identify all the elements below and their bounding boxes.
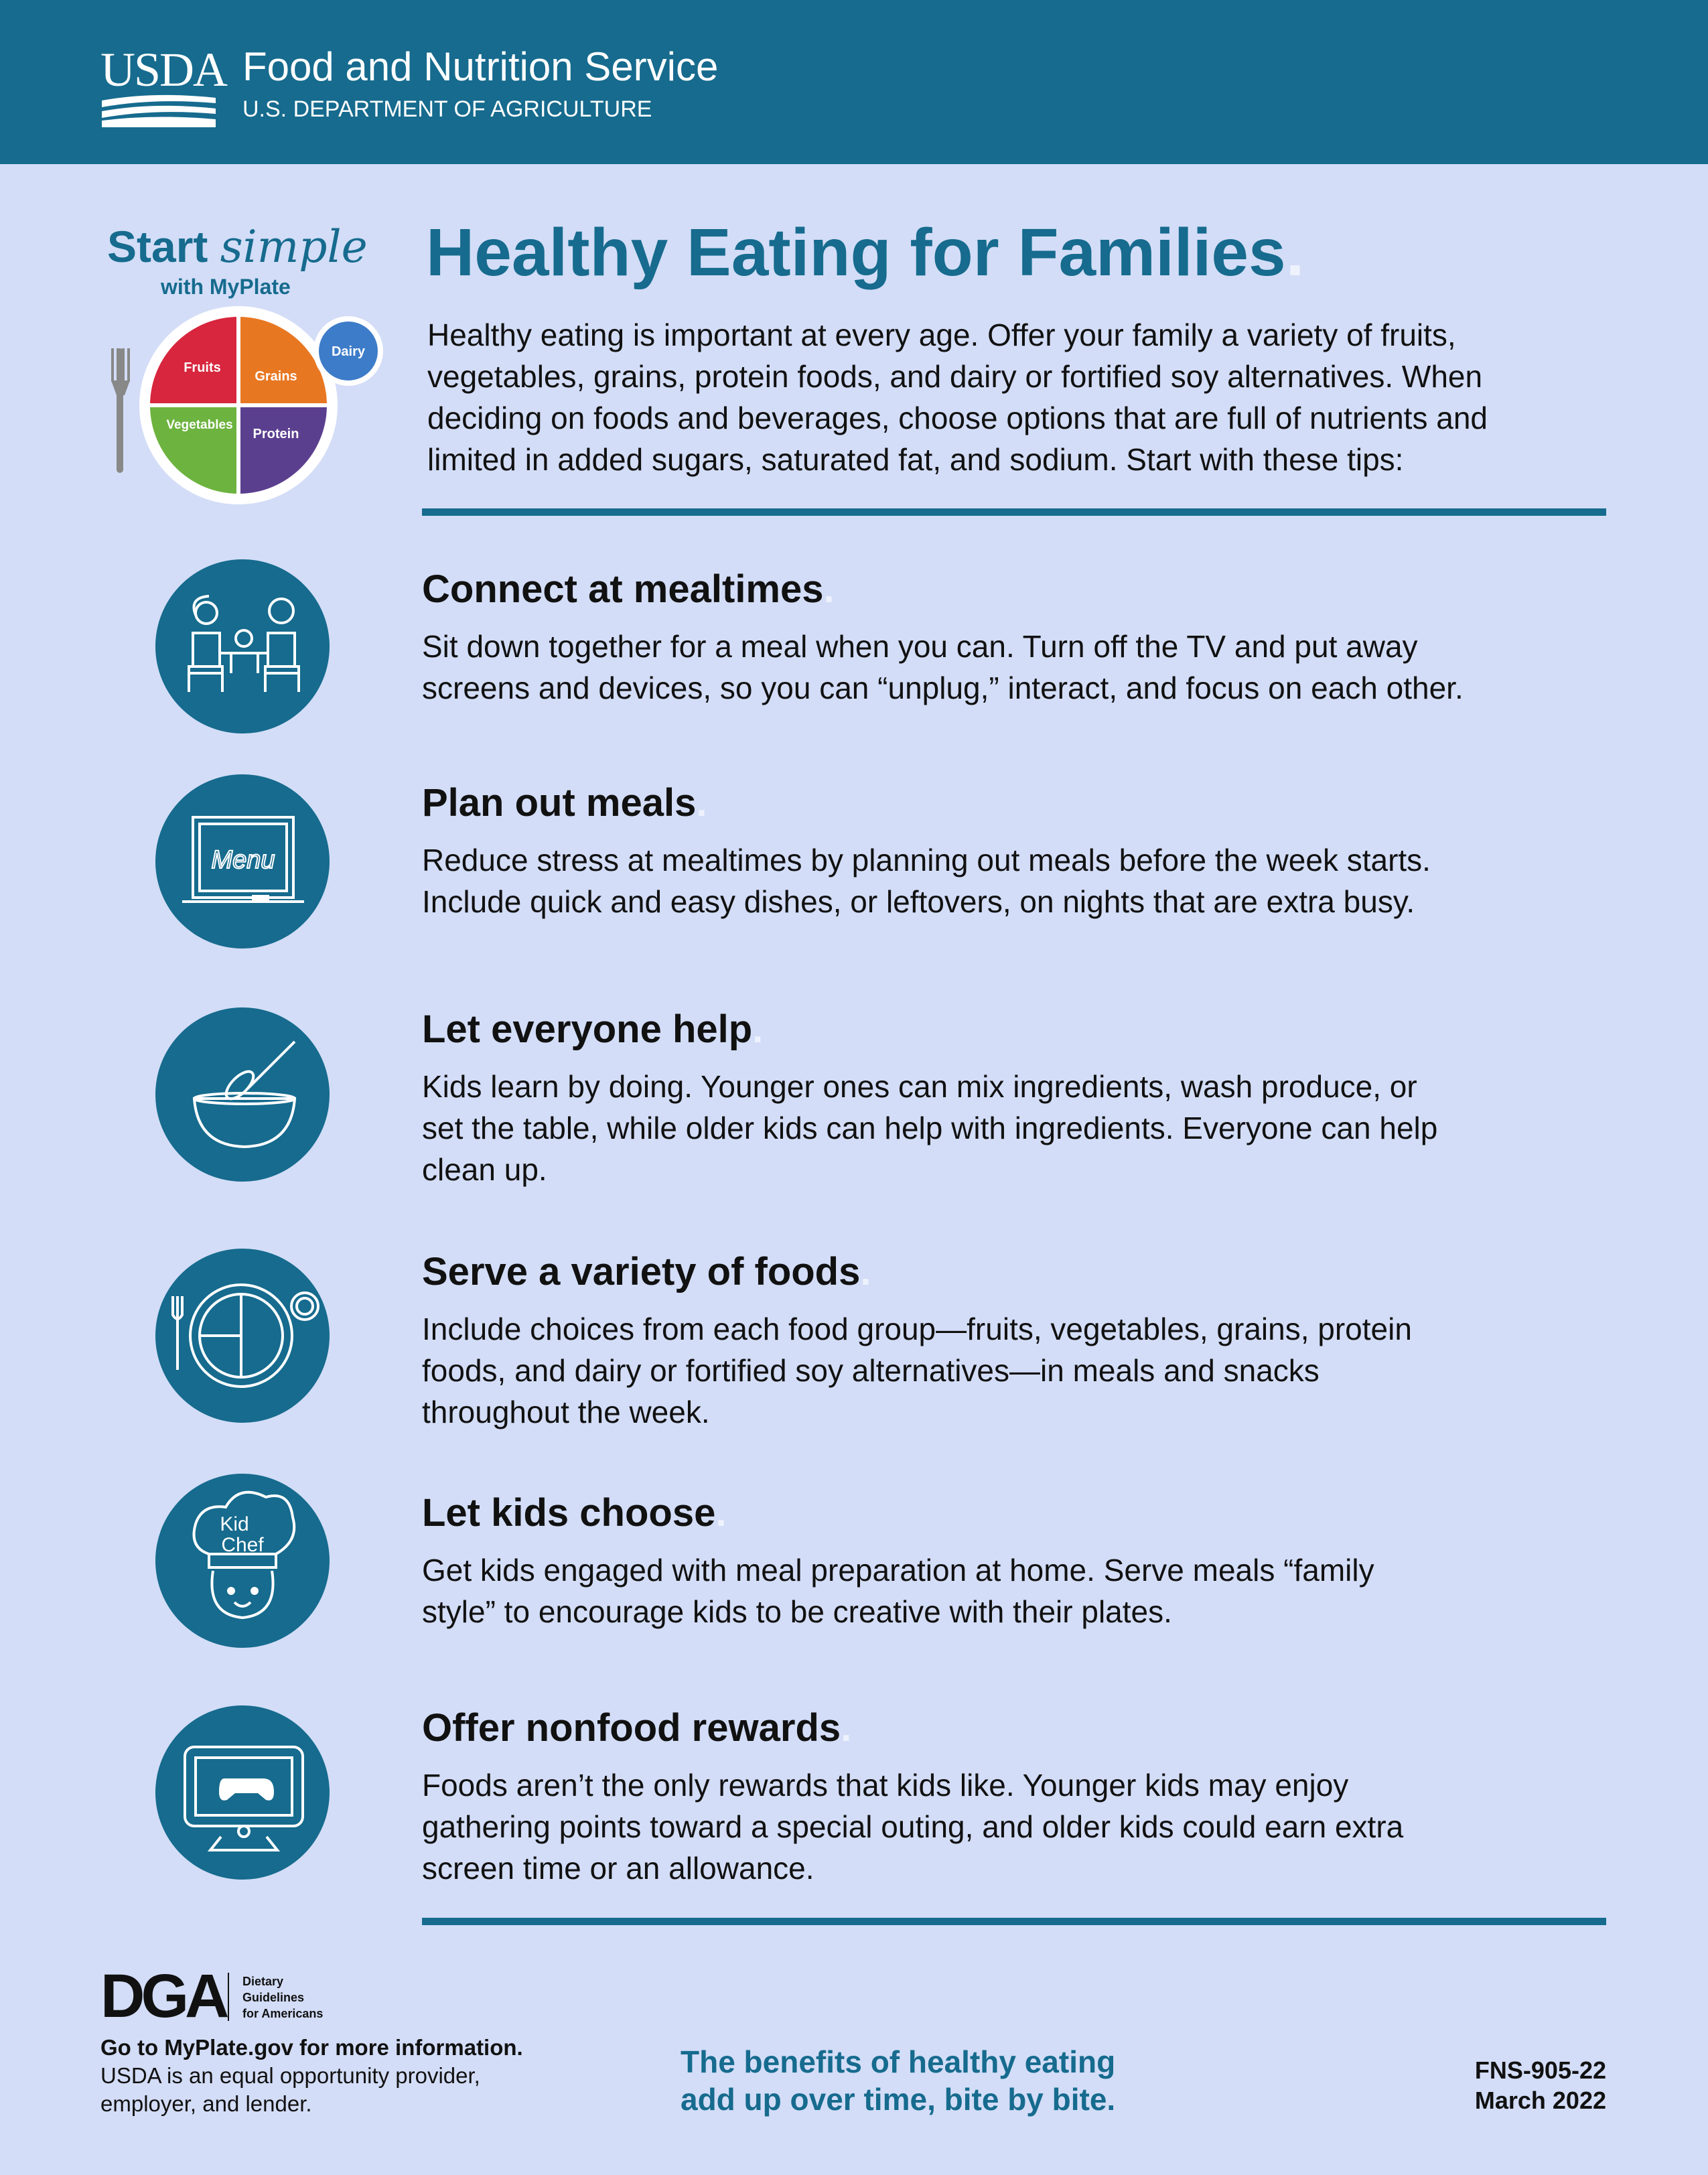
accent-dot: .	[841, 1706, 852, 1750]
icon-rewards	[155, 1705, 330, 1880]
plate-label: Dairy	[332, 344, 366, 359]
tip-body-line: Sit down together for a meal when you ca…	[422, 629, 1418, 664]
fork	[111, 348, 130, 473]
tip-body-line: Foods aren’t the only rewards that kids …	[422, 1768, 1349, 1803]
plate-fruits	[150, 317, 238, 405]
tip-body-line: gathering points toward a special outing…	[422, 1809, 1404, 1844]
header-bar: USDA Food and Nutrition Service U.S. DEP…	[0, 0, 1708, 164]
service-name: Food and Nutrition Service	[242, 44, 719, 89]
icon-text: Menu	[211, 846, 275, 874]
tip-heading-text: Serve a variety of foods	[422, 1250, 861, 1293]
tip-body-line: Include choices from each food group—fru…	[422, 1312, 1412, 1346]
usda-logo: USDA	[100, 43, 228, 96]
plate-vegetables	[150, 405, 238, 494]
icon-variety	[155, 1249, 330, 1423]
intro-line: limited in added sugars, saturated fat, …	[427, 442, 1404, 477]
tip-body-line: screens and devices, so you can “unplug,…	[422, 671, 1464, 705]
title: Healthy Eating for Families.	[426, 211, 1304, 294]
tip-heading-text: Connect at mealtimes	[422, 567, 824, 611]
tip-body-line: clean up.	[422, 1152, 547, 1187]
myplate-graphic: Fruits Grains Vegetables Protein Dairy	[111, 306, 383, 504]
plate-label: Fruits	[184, 360, 221, 375]
tip-heading: Let everyone help.	[422, 1006, 763, 1053]
tagline-line: The benefits of healthy eating	[681, 2044, 1116, 2079]
plate-grains	[238, 317, 327, 405]
tip-heading-text: Plan out meals	[422, 781, 697, 825]
accent-dot: .	[696, 781, 707, 825]
tip-heading: Let kids choose.	[422, 1490, 726, 1537]
logo-with: with MyPlate	[161, 273, 291, 300]
dga-name-line: Dietary	[242, 1975, 284, 1988]
dga-divider	[228, 1973, 229, 2021]
tagline-line: add up over time, bite by bite.	[681, 2082, 1116, 2117]
goto-line: Go to MyPlate.gov for more information.	[100, 2034, 523, 2062]
icon-mealtime	[155, 559, 330, 733]
tip-body-line: set the table, while older kids can help…	[422, 1111, 1438, 1145]
divider	[422, 1918, 1606, 1925]
accent-dot: .	[1285, 215, 1305, 290]
usda-logo-swoosh	[102, 94, 216, 127]
pub-code: FNS-905-22	[1474, 2056, 1606, 2084]
equal-opportunity-line: USDA is an equal opportunity provider,	[100, 2063, 480, 2088]
plate-label: Vegetables	[166, 418, 232, 432]
equal-opportunity-line: employer, and lender.	[100, 2091, 312, 2116]
tip-heading-text: Offer nonfood rewards	[422, 1706, 841, 1750]
icon-text: Kid	[220, 1513, 248, 1535]
pub-date: March 2022	[1474, 2087, 1606, 2114]
logo-start: Start simple	[107, 220, 368, 274]
tip-body-line: Reduce stress at mealtimes by planning o…	[422, 843, 1431, 878]
tip-heading: Plan out meals.	[422, 780, 707, 827]
logo-myplate-word: MyPlate	[209, 275, 291, 299]
intro-line: vegetables, grains, protein foods, and d…	[427, 359, 1483, 394]
plate-protein	[238, 405, 327, 494]
title-text: Healthy Eating for Families	[426, 215, 1286, 290]
accent-dot: .	[715, 1491, 727, 1535]
tip-heading-text: Let kids choose	[422, 1491, 716, 1535]
tip-heading: Serve a variety of foods.	[422, 1249, 871, 1295]
tip-body-line: foods, and dairy or fortified soy altern…	[422, 1353, 1320, 1388]
accent-dot: .	[860, 1250, 871, 1293]
logo-with-word: with	[161, 275, 204, 299]
icon-menu: Menu	[155, 774, 330, 949]
tip-body-line: Include quick and easy dishes, or leftov…	[422, 884, 1415, 919]
tip-body-line: Kids learn by doing. Younger ones can mi…	[422, 1069, 1417, 1104]
tip-heading-text: Let everyone help	[422, 1007, 753, 1051]
plate-label: Protein	[253, 427, 299, 441]
icon-kid-chef: Kid Chef	[155, 1474, 330, 1648]
dga-logo: DGA	[100, 1962, 229, 2030]
tip-body-line: throughout the week.	[422, 1395, 710, 1429]
intro-line: deciding on foods and beverages, choose …	[427, 401, 1488, 435]
accent-dot: .	[752, 1007, 764, 1051]
logo-start-word: Start	[107, 222, 208, 271]
department-name: U.S. DEPARTMENT OF AGRICULTURE	[242, 96, 652, 122]
icon-text: Chef	[221, 1534, 264, 1556]
logo-simple-word: simple	[220, 221, 368, 273]
tip-body-line: Get kids engaged with meal preparation a…	[422, 1553, 1374, 1588]
accent-dot: .	[823, 567, 835, 611]
tip-body-line: style” to encourage kids to be creative …	[422, 1594, 1172, 1629]
goto-text: Go to	[100, 2035, 165, 2060]
dga-name-line: for Americans	[242, 2007, 324, 2020]
intro-line: Healthy eating is important at every age…	[427, 318, 1456, 352]
plate-label: Grains	[255, 369, 297, 384]
tip-body-line: screen time or an allowance.	[422, 1851, 814, 1886]
tip-heading: Connect at mealtimes.	[422, 566, 835, 613]
tip-heading: Offer nonfood rewards.	[422, 1705, 851, 1752]
goto-text: .gov for more information.	[248, 2035, 523, 2060]
divider	[422, 508, 1606, 516]
goto-site: MyPlate	[164, 2035, 248, 2060]
dga-name-line: Guidelines	[242, 1991, 305, 2004]
icon-help	[155, 1007, 330, 1182]
